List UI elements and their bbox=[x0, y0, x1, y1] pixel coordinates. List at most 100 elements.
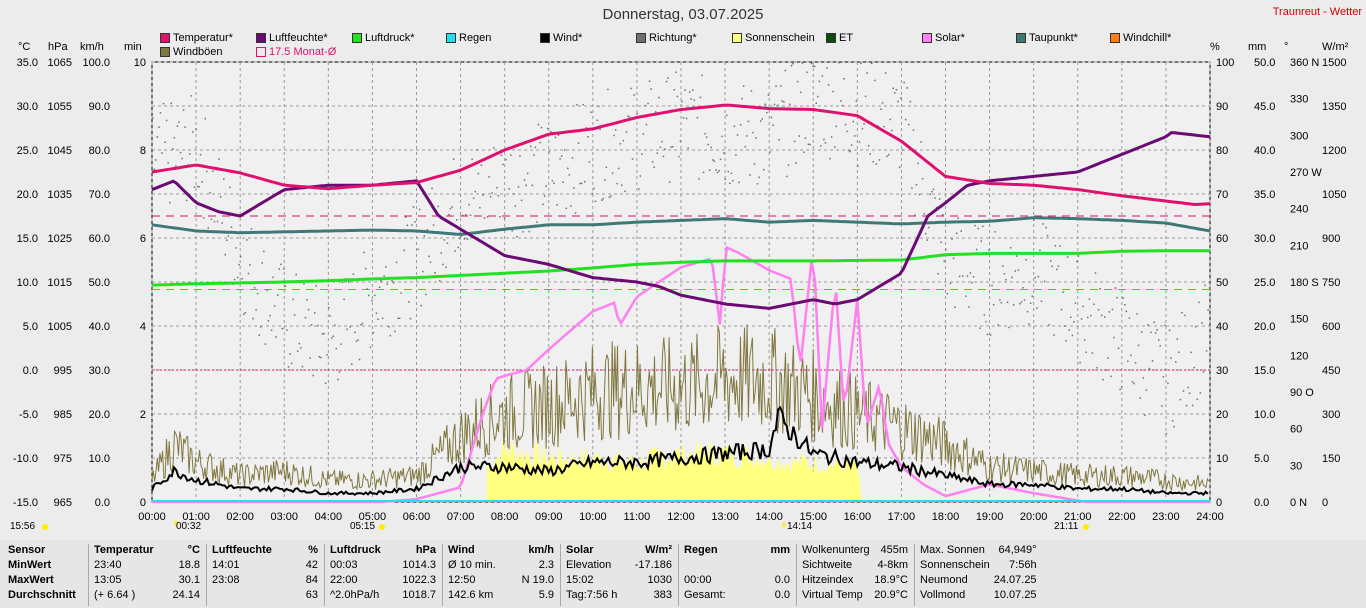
direction-point bbox=[493, 147, 495, 149]
direction-point bbox=[900, 97, 902, 99]
direction-point bbox=[264, 343, 267, 345]
stat-time: Elevation bbox=[566, 558, 612, 571]
direction-point bbox=[681, 100, 683, 103]
direction-point bbox=[838, 62, 841, 64]
direction-point bbox=[403, 249, 405, 252]
x-tick-label: 02:00 bbox=[226, 511, 254, 523]
direction-point bbox=[614, 129, 617, 131]
direction-point bbox=[968, 306, 970, 308]
direction-point bbox=[622, 139, 625, 142]
direction-point bbox=[235, 247, 237, 249]
direction-point bbox=[539, 141, 541, 144]
direction-point bbox=[1046, 235, 1049, 237]
direction-point bbox=[554, 136, 557, 139]
direction-point bbox=[675, 71, 677, 73]
stat-value: N 19.0 bbox=[521, 573, 554, 586]
direction-point bbox=[1023, 299, 1026, 301]
x-tick-label: 15:00 bbox=[799, 511, 827, 523]
direction-point bbox=[758, 176, 760, 179]
direction-point bbox=[937, 273, 939, 275]
direction-point bbox=[513, 193, 515, 195]
direction-point bbox=[761, 118, 763, 120]
direction-point bbox=[988, 249, 990, 251]
direction-point bbox=[1077, 255, 1080, 257]
direction-point bbox=[587, 136, 589, 138]
legend-swatch bbox=[922, 33, 932, 43]
direction-point bbox=[784, 69, 787, 72]
direction-point bbox=[364, 267, 367, 270]
direction-point bbox=[874, 79, 876, 82]
direction-point bbox=[1020, 301, 1023, 303]
direction-point bbox=[730, 172, 733, 175]
x-tick-label: 14:00 bbox=[755, 511, 783, 523]
direction-point bbox=[1065, 340, 1067, 342]
axis-tick-label: 1050 bbox=[1322, 189, 1346, 201]
divider bbox=[678, 544, 679, 606]
direction-point bbox=[915, 184, 918, 186]
direction-point bbox=[798, 135, 800, 137]
direction-point bbox=[588, 161, 591, 163]
axis-tick-label: 8 bbox=[140, 145, 146, 157]
direction-point bbox=[520, 199, 523, 202]
direction-point bbox=[153, 168, 155, 171]
misc-value: 18.9°C bbox=[874, 573, 908, 586]
direction-point bbox=[1122, 297, 1124, 299]
stat-value: 42 bbox=[305, 558, 318, 571]
direction-point bbox=[591, 192, 594, 195]
direction-point bbox=[834, 146, 836, 148]
stat-value: 383 bbox=[653, 588, 672, 601]
direction-point bbox=[482, 194, 484, 196]
direction-point bbox=[335, 347, 338, 350]
axis-tick-label: 100.0 bbox=[82, 57, 110, 69]
direction-point bbox=[250, 228, 253, 230]
stat-time: (+ 6.64 ) bbox=[94, 588, 136, 601]
x-tick-label: 03:00 bbox=[270, 511, 298, 523]
direction-point bbox=[670, 146, 672, 148]
stat-time: 22:00 bbox=[330, 573, 358, 586]
direction-point bbox=[534, 146, 537, 149]
direction-point bbox=[1002, 265, 1004, 267]
direction-point bbox=[863, 123, 865, 125]
direction-point bbox=[1168, 329, 1171, 331]
direction-point bbox=[684, 89, 686, 91]
direction-point bbox=[260, 326, 262, 328]
direction-point bbox=[1022, 287, 1024, 289]
site-brand-link[interactable]: Traunreut - Wetter bbox=[1272, 6, 1362, 18]
direction-point bbox=[1011, 276, 1013, 279]
direction-point bbox=[206, 170, 208, 173]
stat-value: 63 bbox=[305, 588, 318, 601]
direction-point bbox=[1110, 375, 1112, 378]
direction-point bbox=[337, 378, 339, 381]
direction-point bbox=[338, 371, 341, 373]
axis-tick-label: 4 bbox=[140, 321, 146, 333]
direction-point bbox=[656, 152, 658, 154]
direction-point bbox=[1031, 295, 1033, 297]
axis-tick-label: 45.0 bbox=[1254, 101, 1275, 113]
direction-point bbox=[904, 118, 907, 121]
direction-point bbox=[818, 80, 820, 83]
direction-point bbox=[1043, 280, 1046, 283]
moon-rise-time: 00:32 bbox=[176, 521, 202, 532]
axis-tick-label: 0 bbox=[1216, 497, 1222, 509]
direction-point bbox=[445, 266, 447, 269]
direction-point bbox=[820, 145, 822, 147]
direction-point bbox=[687, 147, 689, 149]
stat-time: Gesamt: bbox=[684, 588, 726, 601]
axis-tick-label: 300 bbox=[1290, 130, 1308, 142]
direction-point bbox=[928, 226, 930, 229]
direction-point bbox=[577, 142, 580, 144]
direction-point bbox=[724, 178, 726, 181]
direction-point bbox=[633, 94, 635, 96]
moon-set-time: 15:56 bbox=[10, 521, 36, 532]
direction-point bbox=[1202, 371, 1205, 373]
direction-point bbox=[334, 324, 336, 327]
direction-point bbox=[207, 227, 209, 229]
stat-time: Tag:7:56 h bbox=[566, 588, 618, 601]
direction-point bbox=[983, 314, 986, 316]
axis-tick-label: 900 bbox=[1322, 233, 1340, 245]
direction-point bbox=[841, 104, 844, 107]
col-unit: W/m² bbox=[645, 543, 672, 556]
direction-point bbox=[1085, 351, 1087, 353]
x-tick-label: 04:00 bbox=[315, 511, 343, 523]
direction-point bbox=[582, 103, 584, 106]
